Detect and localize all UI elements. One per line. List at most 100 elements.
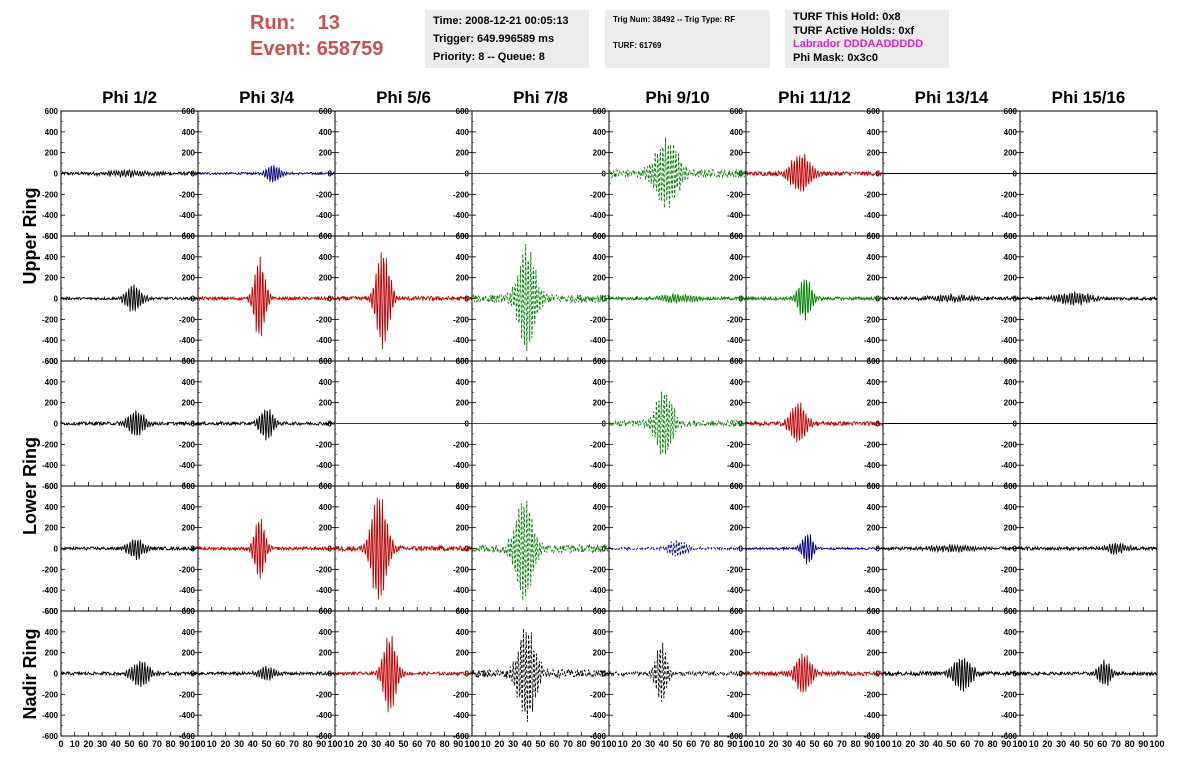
waveform-trace-r4-c5 <box>745 653 884 693</box>
y-tick-label: 200 <box>1004 274 1018 283</box>
x-tick-label: 90 <box>1138 739 1148 749</box>
y-tick-label: 0 <box>54 170 59 179</box>
priority-line: Priority: 8 -- Queue: 8 <box>433 51 545 63</box>
y-tick-label: -200 <box>590 190 607 199</box>
y-tick-label: 0 <box>191 170 196 179</box>
y-tick-label: 0 <box>1013 420 1018 429</box>
column-header-6: Phi 13/14 <box>914 88 989 107</box>
x-tick-label: 70 <box>563 739 573 749</box>
x-tick-label: 10 <box>207 739 217 749</box>
waveform-trace-r3-c5 <box>745 534 884 565</box>
y-tick-label: 0 <box>1013 170 1018 179</box>
x-tick-label: 60 <box>412 739 422 749</box>
y-tick-label: 200 <box>319 274 333 283</box>
y-tick-label: -200 <box>1001 440 1018 449</box>
y-tick-label: -600 <box>42 482 59 491</box>
y-tick-label: 600 <box>456 232 470 241</box>
y-tick-label: 400 <box>867 628 881 637</box>
y-tick-label: -400 <box>590 336 607 345</box>
y-tick-label: 600 <box>867 482 881 491</box>
y-tick-label: -200 <box>864 690 881 699</box>
y-tick-label: -200 <box>1001 690 1018 699</box>
y-tick-label: -200 <box>864 440 881 449</box>
y-tick-label: 400 <box>1004 253 1018 262</box>
y-tick-label: 200 <box>182 274 196 283</box>
column-header-0: Phi 1/2 <box>102 88 157 107</box>
y-tick-label: 600 <box>182 232 196 241</box>
x-tick-label: 0 <box>1017 739 1022 749</box>
y-tick-label: -200 <box>179 565 196 574</box>
y-tick-label: -400 <box>1001 586 1018 595</box>
x-tick-label: 90 <box>316 739 326 749</box>
y-tick-label: -400 <box>727 711 744 720</box>
x-tick-label: 80 <box>303 739 313 749</box>
waveform-trace-r4-c3 <box>471 628 610 722</box>
y-tick-label: -400 <box>727 336 744 345</box>
x-tick-label: 90 <box>179 739 189 749</box>
y-tick-label: 600 <box>867 357 881 366</box>
waveform-trace-r1-c5 <box>745 279 884 321</box>
y-tick-label: 400 <box>730 253 744 262</box>
x-tick-label: 50 <box>946 739 956 749</box>
waveform-trace-r0-c4 <box>608 137 747 209</box>
y-tick-label: -200 <box>179 315 196 324</box>
y-tick-label: 600 <box>319 107 333 116</box>
turf-active-line: TURF Active Holds: 0xf <box>793 24 915 37</box>
y-tick-label: 200 <box>45 149 59 158</box>
x-tick-label: 80 <box>988 739 998 749</box>
panel-r3-c7 <box>1019 485 1158 612</box>
x-tick-label: 30 <box>371 739 381 749</box>
y-tick-label: -400 <box>42 336 59 345</box>
waveform-trace-r3-c2 <box>334 497 473 600</box>
y-tick-label: -400 <box>453 211 470 220</box>
x-tick-label: 30 <box>234 739 244 749</box>
y-tick-label: 400 <box>319 503 333 512</box>
y-tick-label: -600 <box>42 232 59 241</box>
y-tick-label: -400 <box>864 211 881 220</box>
column-header-3: Phi 7/8 <box>513 88 568 107</box>
x-tick-label: 100 <box>875 739 890 749</box>
waveform-trace-r3-c7 <box>1019 542 1158 555</box>
x-tick-label: 0 <box>332 739 337 749</box>
y-tick-label: 400 <box>456 253 470 262</box>
y-tick-label: 600 <box>182 482 196 491</box>
y-tick-label: 400 <box>593 253 607 262</box>
waveform-trace-r1-c4 <box>608 292 747 304</box>
y-tick-label: -400 <box>727 211 744 220</box>
x-tick-label: 80 <box>851 739 861 749</box>
y-tick-label: 600 <box>867 607 881 616</box>
y-tick-label: 400 <box>319 378 333 387</box>
waveform-trace-r1-c3 <box>471 244 610 352</box>
x-tick-label: 20 <box>220 739 230 749</box>
y-tick-label: 200 <box>182 649 196 658</box>
y-tick-label: 600 <box>593 107 607 116</box>
time-line: Time: 2008-12-21 00:05:13 <box>433 15 569 27</box>
y-tick-label: -200 <box>864 190 881 199</box>
x-tick-label: 90 <box>453 739 463 749</box>
y-tick-label: 400 <box>730 628 744 637</box>
y-tick-label: -200 <box>42 440 59 449</box>
y-tick-label: 600 <box>593 357 607 366</box>
x-tick-label: 100 <box>1012 739 1027 749</box>
waveform-trace-r4-c1 <box>197 666 336 681</box>
y-tick-label: 200 <box>730 524 744 533</box>
y-tick-label: -400 <box>316 336 333 345</box>
y-tick-label: -600 <box>864 732 881 741</box>
waveform-trace-r1-c7 <box>1019 291 1158 307</box>
column-header-2: Phi 5/6 <box>376 88 431 107</box>
x-tick-label: 100 <box>327 739 342 749</box>
x-tick-label: 100 <box>738 739 753 749</box>
y-tick-label: 600 <box>45 607 59 616</box>
x-tick-label: 0 <box>880 739 885 749</box>
y-tick-label: 0 <box>602 545 607 554</box>
waveform-trace-r4-c0 <box>60 661 199 688</box>
y-tick-label: 200 <box>593 649 607 658</box>
x-tick-label: 30 <box>919 739 929 749</box>
x-tick-label: 20 <box>494 739 504 749</box>
x-tick-label: 70 <box>152 739 162 749</box>
